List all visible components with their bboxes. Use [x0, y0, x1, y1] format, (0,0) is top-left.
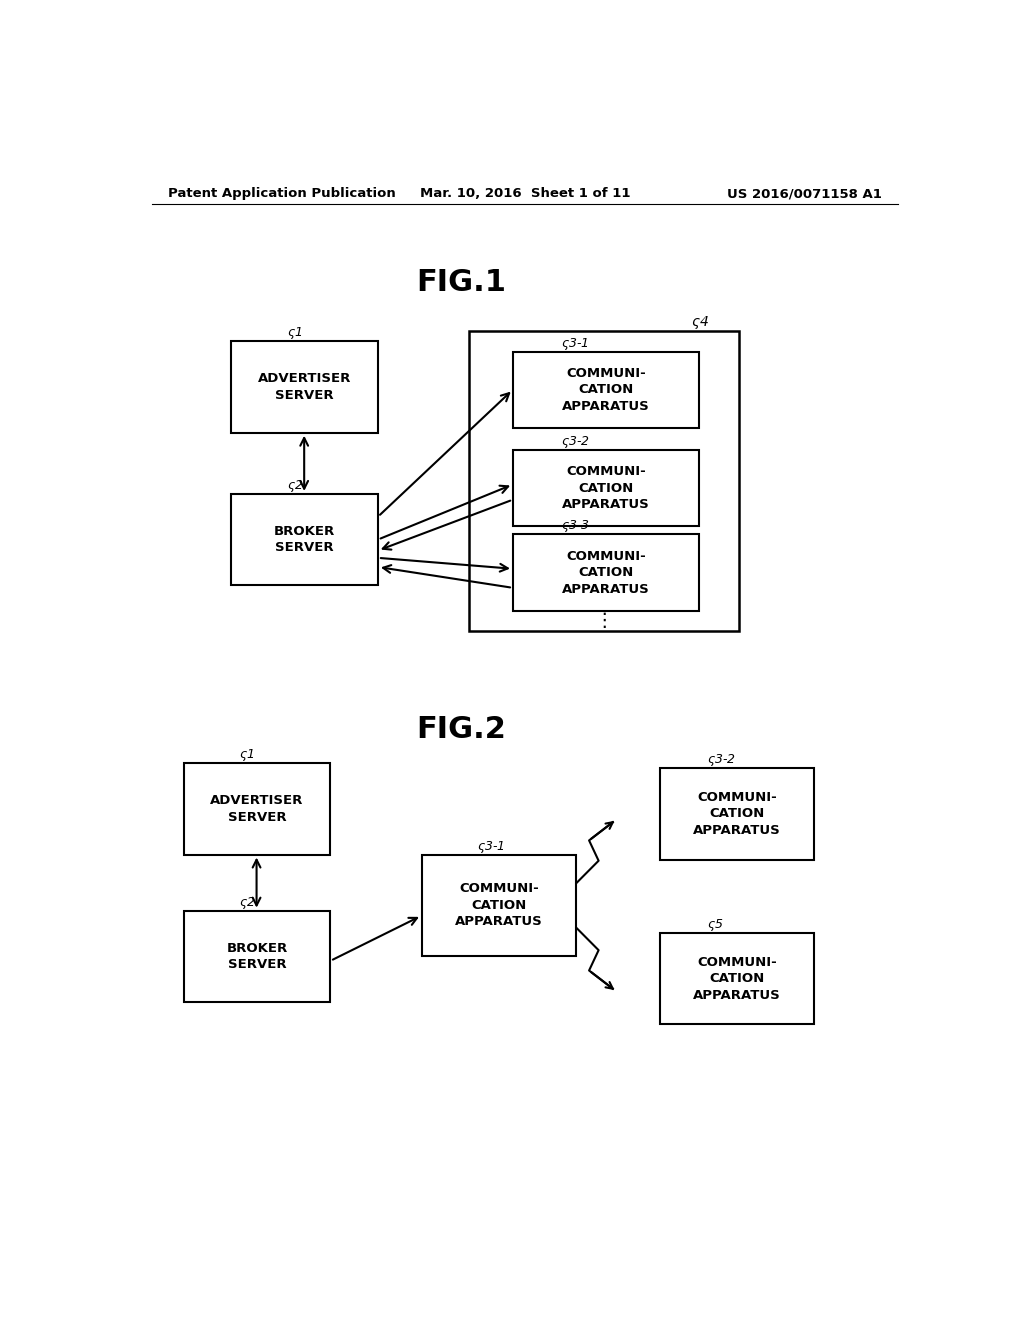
FancyBboxPatch shape [659, 768, 814, 859]
Text: $\varsigma$2: $\varsigma$2 [287, 478, 303, 494]
FancyBboxPatch shape [659, 933, 814, 1024]
Text: COMMUNI-
CATION
APPARATUS: COMMUNI- CATION APPARATUS [562, 549, 650, 595]
FancyBboxPatch shape [183, 911, 331, 1002]
Text: $\varsigma$3-2: $\varsigma$3-2 [708, 752, 736, 768]
FancyBboxPatch shape [422, 854, 577, 956]
Text: COMMUNI-
CATION
APPARATUS: COMMUNI- CATION APPARATUS [562, 367, 650, 413]
Text: $\varsigma$3-1: $\varsigma$3-1 [477, 838, 505, 854]
Text: ⋮: ⋮ [594, 611, 614, 631]
Text: $\varsigma$2: $\varsigma$2 [240, 895, 256, 911]
Text: $\varsigma$3-1: $\varsigma$3-1 [560, 335, 589, 351]
Text: $\varsigma$3-3: $\varsigma$3-3 [560, 519, 590, 535]
Text: BROKER
SERVER: BROKER SERVER [226, 941, 288, 972]
Text: $\varsigma$5: $\varsigma$5 [708, 917, 724, 933]
Text: $\varsigma$1: $\varsigma$1 [287, 325, 302, 342]
Text: Mar. 10, 2016  Sheet 1 of 11: Mar. 10, 2016 Sheet 1 of 11 [420, 187, 630, 201]
FancyBboxPatch shape [513, 351, 699, 428]
Text: COMMUNI-
CATION
APPARATUS: COMMUNI- CATION APPARATUS [562, 465, 650, 511]
Text: ADVERTISER
SERVER: ADVERTISER SERVER [210, 795, 304, 824]
Text: BROKER
SERVER: BROKER SERVER [274, 525, 335, 554]
Text: ADVERTISER
SERVER: ADVERTISER SERVER [258, 372, 351, 401]
FancyBboxPatch shape [231, 494, 378, 585]
FancyBboxPatch shape [231, 342, 378, 433]
Text: COMMUNI-
CATION
APPARATUS: COMMUNI- CATION APPARATUS [455, 883, 543, 928]
Text: COMMUNI-
CATION
APPARATUS: COMMUNI- CATION APPARATUS [693, 956, 781, 1002]
Text: Patent Application Publication: Patent Application Publication [168, 187, 395, 201]
FancyBboxPatch shape [469, 331, 739, 631]
Text: $\varsigma$1: $\varsigma$1 [240, 747, 255, 763]
FancyBboxPatch shape [513, 535, 699, 611]
Text: $\varsigma$3-2: $\varsigma$3-2 [560, 434, 590, 450]
FancyBboxPatch shape [183, 763, 331, 854]
Text: FIG.1: FIG.1 [417, 268, 506, 297]
Text: FIG.2: FIG.2 [417, 715, 506, 744]
Text: COMMUNI-
CATION
APPARATUS: COMMUNI- CATION APPARATUS [693, 791, 781, 837]
Text: US 2016/0071158 A1: US 2016/0071158 A1 [727, 187, 882, 201]
FancyBboxPatch shape [513, 450, 699, 527]
Text: $\varsigma$4: $\varsigma$4 [691, 314, 710, 331]
